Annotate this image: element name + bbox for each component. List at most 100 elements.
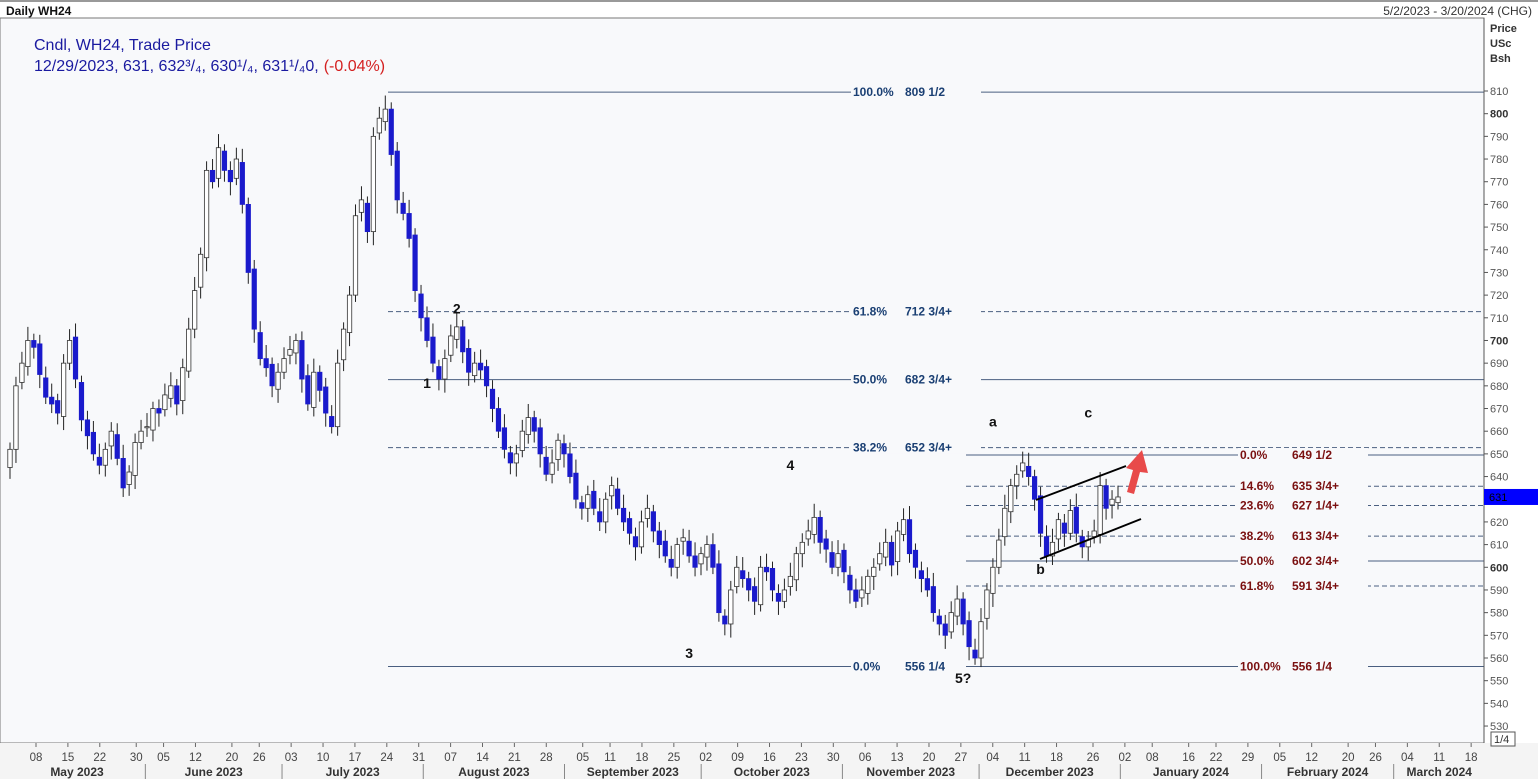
candle-body [692, 555, 698, 568]
candle-body [1091, 530, 1097, 538]
wave-label: b [1036, 561, 1045, 577]
date-range[interactable]: 5/2/2023 - 3/20/2024 (CHG) [1383, 4, 1532, 18]
date-tick-label: 07 [444, 752, 457, 764]
candle-body [1014, 473, 1020, 487]
date-tick-label: 22 [1210, 752, 1223, 764]
candle-body [1055, 519, 1062, 540]
candle-body [186, 328, 192, 372]
candle-body [763, 566, 770, 573]
candle-body [1020, 462, 1026, 472]
candle-body [55, 400, 61, 414]
candle-body [507, 452, 513, 464]
channel-upper-line[interactable] [1035, 465, 1127, 501]
candle-body [740, 570, 746, 580]
candle-body [43, 377, 49, 398]
date-tick-label: 20 [226, 752, 239, 764]
date-tick-label: 30 [827, 752, 840, 764]
date-tick-label: 16 [1182, 752, 1195, 764]
wave-label: 5? [955, 670, 971, 686]
candle-body [853, 589, 859, 602]
candle-body [436, 366, 442, 380]
month-label: December 2023 [1006, 765, 1094, 779]
price-tick-label: 660 [1490, 426, 1508, 438]
price-tick-label: 740 [1490, 245, 1508, 257]
date-tick-label: 14 [476, 752, 489, 764]
candle-body [686, 540, 692, 557]
candle-body [299, 340, 305, 380]
candle-body [203, 169, 210, 259]
candle-body [823, 538, 829, 550]
fib-pct-label: 50.0% [853, 373, 887, 387]
date-tick-label: 10 [317, 752, 330, 764]
date-tick-label: 05 [1273, 752, 1286, 764]
candle-body [13, 385, 19, 450]
candle-body [656, 530, 662, 546]
candle-body [78, 382, 85, 421]
candle-body [680, 537, 686, 542]
price-tick-label: 780 [1490, 154, 1508, 166]
candle-body [746, 578, 752, 591]
candle-body [519, 430, 525, 451]
candle-body [454, 326, 460, 340]
price-tick-label: 710 [1490, 313, 1508, 325]
candle-body [1032, 476, 1038, 500]
candle-body [513, 453, 519, 464]
fib-pct-label: 23.6% [1240, 498, 1274, 512]
candle-body [275, 371, 281, 390]
date-tick-label: 27 [954, 752, 967, 764]
candle-body [775, 592, 782, 602]
candle-body [781, 589, 788, 602]
candle-body [972, 649, 978, 659]
month-label: November 2023 [866, 765, 955, 779]
price-tick-label: 790 [1490, 131, 1508, 143]
candle-body [990, 566, 996, 594]
candle-body [912, 549, 919, 568]
candle-body [900, 519, 907, 535]
scale-box[interactable] [1490, 731, 1516, 747]
price-tick-label: 580 [1490, 608, 1508, 620]
candle-body [358, 199, 365, 213]
candle-body [978, 621, 984, 659]
plot-area [0, 17, 1485, 744]
candle-body [757, 566, 764, 606]
arrow-up-icon[interactable] [1126, 450, 1148, 494]
candle-body [620, 507, 627, 523]
legend-line-1: Cndl, WH24, Trade Price [34, 37, 211, 54]
candle-body [174, 385, 180, 405]
price-tick-label: 610 [1490, 540, 1508, 552]
price-tick-label: 640 [1490, 472, 1508, 484]
candle-body [388, 108, 394, 155]
date-tick-label: 31 [412, 752, 425, 764]
wave-label: 3 [685, 645, 693, 661]
candle-body [394, 150, 400, 201]
candle-body [198, 253, 204, 288]
date-tick-label: 26 [253, 752, 266, 764]
candle-body [138, 430, 144, 443]
date-tick-label: 13 [891, 752, 904, 764]
candle-body [257, 332, 263, 360]
fib-label-bg [1238, 529, 1368, 543]
date-tick-label: 18 [1465, 752, 1478, 764]
date-tick-label: 08 [1146, 752, 1159, 764]
candle-body [567, 453, 573, 477]
fib-price-label: 556 1/4 [1292, 660, 1332, 674]
candle-body [311, 371, 317, 408]
candle-body [793, 553, 799, 581]
candle-body [752, 586, 758, 602]
month-label: July 2023 [326, 765, 380, 779]
candle-body [144, 426, 150, 429]
candle-body [221, 150, 228, 171]
channel-lower-line[interactable] [1039, 518, 1142, 560]
fib-price-label: 591 3/4+ [1292, 579, 1339, 593]
candle-body [1073, 506, 1079, 534]
candle-body [90, 431, 96, 455]
candle-body [114, 434, 120, 459]
date-tick-label: 05 [157, 752, 170, 764]
candle-body [180, 367, 186, 401]
candle-body [323, 386, 329, 414]
price-tick-label: 650 [1490, 449, 1508, 461]
legend-line-2: 12/29/2023, 631, 632³/₄, 630¹/₄, 631¹/₄0… [34, 58, 385, 75]
candle-body [847, 574, 853, 591]
date-tick-label: 28 [540, 752, 553, 764]
